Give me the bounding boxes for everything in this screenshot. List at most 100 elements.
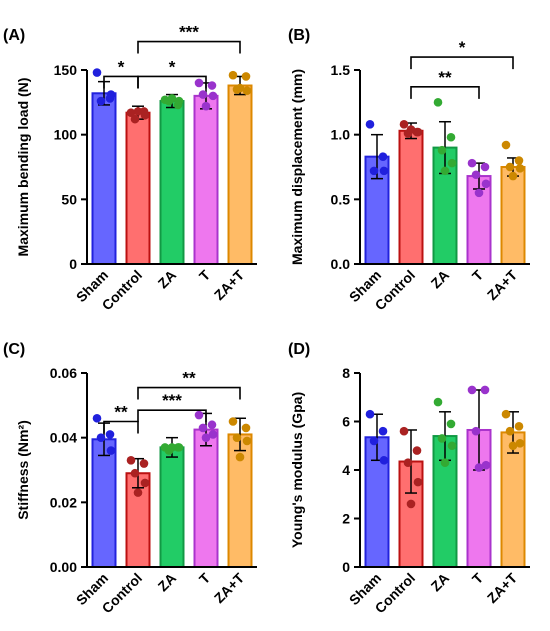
x-tick-label: ZA+T (211, 569, 248, 606)
data-point (480, 385, 490, 395)
significance-label: *** (179, 23, 199, 42)
y-tick-label: 0.0 (331, 256, 351, 272)
y-tick-label: 0.5 (331, 191, 351, 207)
data-point (140, 478, 150, 488)
data-point (399, 426, 409, 436)
data-point (406, 499, 416, 509)
data-point (379, 456, 389, 465)
x-tick-label: ZA (428, 570, 453, 595)
y-tick-label: 100 (54, 127, 78, 143)
data-point (201, 101, 211, 111)
y-tick-label: 0 (69, 256, 77, 272)
data-point (399, 120, 409, 129)
y-tick-label: 4 (342, 462, 350, 478)
significance-bracket (103, 420, 139, 434)
data-point (412, 446, 422, 455)
bar-za-t (500, 166, 526, 265)
y-tick-label: 0.06 (50, 365, 77, 381)
x-tick-label: T (469, 569, 487, 587)
y-axis-label: Stiffness (Nm²) (15, 420, 31, 520)
data-point (241, 423, 251, 433)
data-point (106, 446, 116, 455)
data-point (208, 430, 218, 439)
data-point (228, 417, 238, 426)
data-point (406, 125, 416, 134)
data-point (508, 171, 518, 181)
data-point (433, 98, 443, 107)
data-point (242, 86, 252, 95)
significance-label: * (118, 57, 125, 76)
panel-label: (B) (288, 27, 310, 44)
y-tick-label: 6 (342, 414, 350, 430)
data-point (378, 426, 388, 436)
significance-bracket (137, 409, 207, 423)
data-point (174, 443, 184, 452)
x-tick-label: ZA (155, 570, 180, 595)
data-point (232, 433, 242, 442)
data-point (96, 96, 106, 106)
y-tick-label: 1.0 (331, 127, 351, 143)
y-tick-label: 0.00 (50, 559, 77, 575)
data-point (105, 430, 115, 439)
data-point (130, 114, 140, 124)
data-point (133, 107, 143, 116)
data-point (378, 152, 388, 161)
significance-label: ** (182, 369, 196, 388)
data-point (235, 83, 245, 93)
data-point (201, 433, 211, 442)
data-point (198, 90, 208, 99)
data-point (474, 463, 484, 472)
x-tick-label: ZA+T (211, 266, 248, 303)
data-point (446, 132, 456, 142)
y-tick-label: 0 (342, 559, 350, 575)
data-point (467, 385, 477, 395)
y-axis-label: Young's modulus (Gpa) (289, 392, 305, 548)
significance-label: * (169, 57, 176, 76)
data-point (501, 140, 511, 150)
data-point (106, 90, 116, 99)
data-point (505, 426, 515, 436)
data-point (379, 166, 389, 176)
data-point (440, 166, 450, 176)
data-point (471, 426, 481, 436)
data-point (126, 456, 136, 465)
data-point (437, 145, 447, 155)
bar-za (159, 446, 185, 568)
data-point (96, 433, 106, 442)
data-point (471, 170, 481, 180)
data-point (440, 458, 450, 468)
panel-label: (A) (3, 27, 25, 44)
data-point (174, 96, 184, 106)
data-point (447, 441, 457, 451)
data-point (207, 81, 217, 90)
bar-control (125, 111, 151, 266)
panel-label: (C) (3, 341, 25, 358)
data-point (481, 460, 491, 470)
y-axis-label: Maximum bending load (N) (15, 78, 31, 257)
bar-sham (91, 438, 117, 568)
data-point (167, 443, 177, 452)
data-point (242, 436, 252, 446)
x-tick-label: ZA+T (484, 569, 521, 606)
y-tick-label: 0.04 (50, 430, 77, 446)
bar-za-t (227, 84, 253, 265)
bar-t (193, 428, 219, 569)
data-point (235, 452, 245, 462)
data-point (228, 70, 238, 80)
bar-t (193, 94, 219, 265)
y-tick-label: 2 (342, 511, 350, 527)
y-tick-label: 8 (342, 365, 350, 381)
x-tick-label: T (196, 266, 214, 284)
chart-panel-2: (B) Maximum displacement (mm) 0.0 0.5 1.0 1.5… (288, 27, 530, 313)
x-tick-label: ZA (428, 267, 453, 292)
significance-bracket (103, 75, 139, 89)
data-point (505, 162, 515, 172)
data-point (447, 158, 457, 168)
significance-bracket (410, 86, 480, 99)
x-tick-label: T (196, 569, 214, 587)
data-point (369, 436, 379, 446)
data-point (403, 458, 413, 468)
data-point (467, 158, 477, 168)
data-point (501, 409, 511, 419)
